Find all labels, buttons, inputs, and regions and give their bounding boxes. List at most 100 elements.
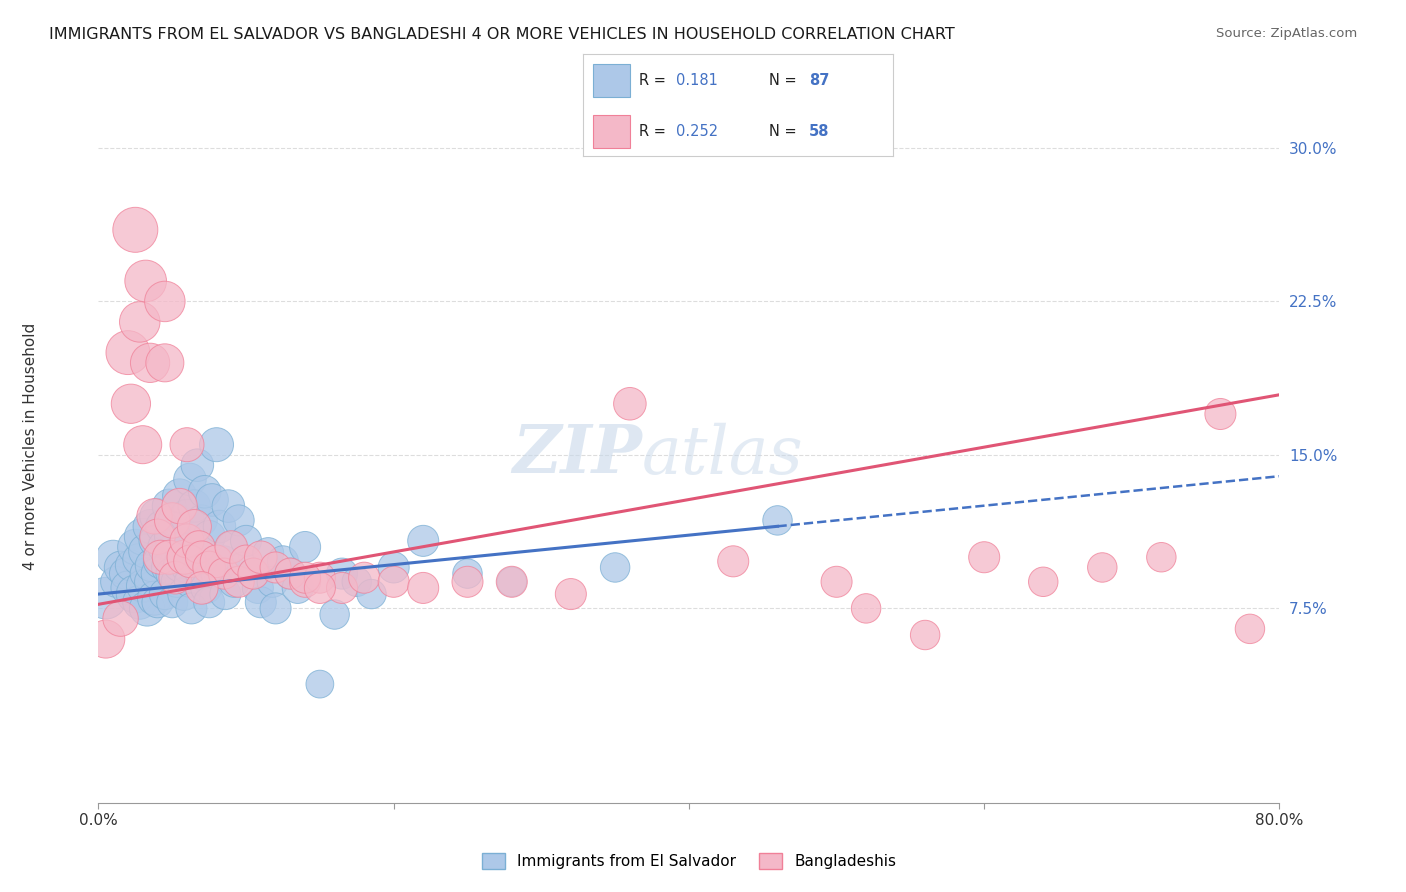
Point xyxy=(382,560,405,574)
Point xyxy=(117,345,139,359)
Point xyxy=(1239,622,1261,636)
Point xyxy=(250,550,273,565)
FancyBboxPatch shape xyxy=(593,115,630,148)
Point xyxy=(287,581,309,595)
Point xyxy=(179,473,201,487)
Point xyxy=(176,533,198,548)
Point xyxy=(139,574,162,589)
Point xyxy=(198,595,221,609)
Point xyxy=(456,574,478,589)
Text: Source: ZipAtlas.com: Source: ZipAtlas.com xyxy=(1216,27,1357,40)
Point xyxy=(169,489,191,503)
Point xyxy=(360,587,382,601)
Point xyxy=(165,571,187,585)
Point xyxy=(1150,550,1173,565)
Point xyxy=(278,566,302,581)
Point xyxy=(183,519,205,533)
Text: 58: 58 xyxy=(810,124,830,139)
Point xyxy=(180,601,202,615)
Point xyxy=(198,530,221,544)
Point xyxy=(114,566,136,581)
Point xyxy=(187,540,209,554)
Point xyxy=(153,294,176,309)
Point xyxy=(165,513,187,527)
Text: R =: R = xyxy=(640,72,671,87)
Point xyxy=(235,554,257,568)
Point xyxy=(330,566,353,581)
Point xyxy=(224,574,246,589)
Point xyxy=(141,558,163,573)
Point xyxy=(153,540,176,554)
Point xyxy=(128,315,150,329)
Point xyxy=(242,566,264,581)
Point xyxy=(127,552,149,566)
Point xyxy=(309,581,332,595)
Point xyxy=(205,438,228,452)
Point xyxy=(179,554,201,568)
Point xyxy=(1091,560,1114,574)
Point xyxy=(191,566,214,581)
Point xyxy=(501,574,523,589)
Point xyxy=(294,540,316,554)
Text: atlas: atlas xyxy=(641,422,803,488)
Point xyxy=(346,574,368,589)
Point xyxy=(309,571,332,585)
Point xyxy=(176,438,198,452)
Point xyxy=(766,513,789,527)
Point xyxy=(157,550,180,565)
Point xyxy=(323,607,346,622)
Point xyxy=(855,601,877,615)
Point xyxy=(271,554,294,568)
FancyBboxPatch shape xyxy=(593,64,630,96)
Point xyxy=(110,560,132,574)
Point xyxy=(278,566,302,581)
Point xyxy=(103,550,125,565)
Point xyxy=(195,581,218,595)
Point xyxy=(191,550,214,565)
Point xyxy=(157,499,180,513)
Point xyxy=(139,356,162,370)
Point xyxy=(149,550,172,565)
Point xyxy=(146,595,169,609)
Point xyxy=(169,499,191,513)
Point xyxy=(120,397,142,411)
Point xyxy=(619,397,641,411)
Point xyxy=(105,574,128,589)
Point xyxy=(205,554,228,568)
Point xyxy=(294,574,316,589)
Point xyxy=(330,581,353,595)
Text: 0.181: 0.181 xyxy=(676,72,718,87)
Point xyxy=(176,509,198,524)
Point xyxy=(242,566,264,581)
Point xyxy=(212,566,235,581)
Point xyxy=(124,540,146,554)
Point xyxy=(132,530,155,544)
Legend: Immigrants from El Salvador, Bangladeshis: Immigrants from El Salvador, Bangladeshi… xyxy=(475,847,903,875)
Point xyxy=(132,579,155,593)
Point xyxy=(146,530,169,544)
Point xyxy=(217,499,239,513)
Point xyxy=(264,560,287,574)
Point xyxy=(176,560,198,574)
Point xyxy=(456,566,478,581)
Point xyxy=(412,533,434,548)
Point xyxy=(205,566,228,581)
Point xyxy=(135,566,157,581)
Point xyxy=(179,574,201,589)
Point xyxy=(412,581,434,595)
Point xyxy=(605,560,627,574)
Point xyxy=(501,574,523,589)
Point xyxy=(136,601,159,615)
Point xyxy=(212,554,235,568)
Text: N =: N = xyxy=(769,72,801,87)
Point xyxy=(146,566,169,581)
Text: 0.252: 0.252 xyxy=(676,124,718,139)
Point xyxy=(257,546,280,560)
Point xyxy=(120,558,142,573)
Text: 87: 87 xyxy=(810,72,830,87)
Point xyxy=(294,571,316,585)
Point xyxy=(143,533,166,548)
Point xyxy=(721,554,744,568)
Point xyxy=(191,513,214,527)
Point xyxy=(973,550,995,565)
